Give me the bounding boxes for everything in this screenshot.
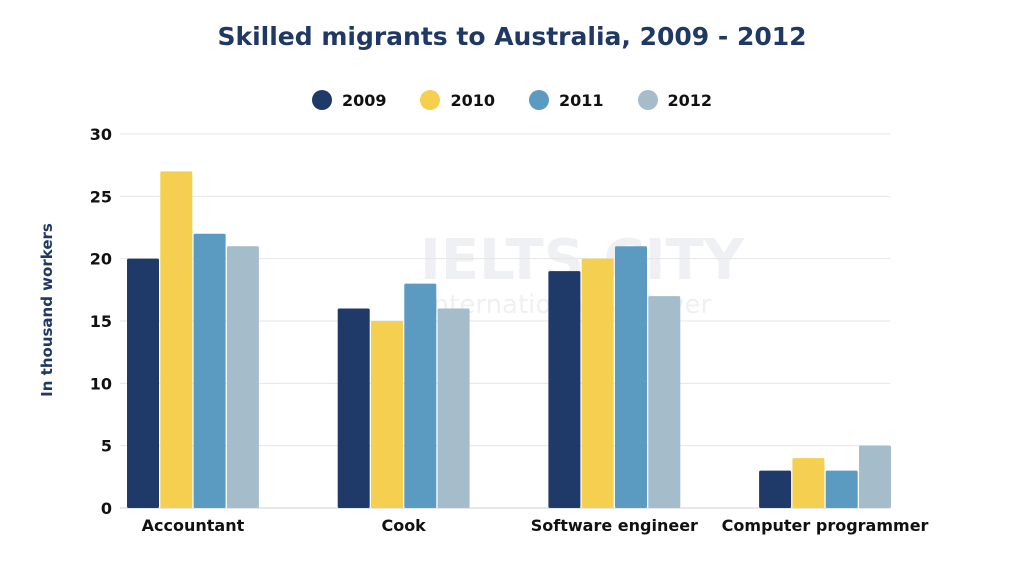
bar-2009-computer-programmer [759,470,792,508]
legend-marker-icon [420,90,441,110]
chart-title: Skilled migrants to Australia, 2009 - 20… [217,22,807,51]
legend-marker-icon [311,90,332,110]
bar-2010-software-engineer [581,258,614,508]
y-tick-label: 20 [90,250,112,269]
legend-item: 2012 [637,90,713,110]
y-tick-label: 10 [90,374,112,393]
y-tick-label: 15 [90,312,112,331]
legend: 2009 2010 2011 2012 [0,90,1024,110]
y-tick-label: 0 [101,499,112,518]
legend-item: 2009 [311,90,387,110]
bar-2009-cook [337,308,370,508]
bar-2009-accountant [127,258,159,508]
legend-item: 2011 [529,90,604,110]
bar-2010-cook [371,321,403,508]
legend-label: 2009 [341,90,387,110]
bar-2011-software-engineer [615,246,647,508]
bar-2011-computer-programmer [825,470,858,508]
legend-item: 2010 [420,90,495,110]
bar-2012-accountant [226,246,259,508]
bar-2012-computer-programmer [859,445,891,508]
y-tick-label: 30 [90,125,112,144]
bar-2009-software-engineer [548,271,581,508]
y-tick-label: 25 [90,187,112,206]
legend-label: 2011 [559,90,604,110]
legend-label: 2010 [450,90,495,110]
x-tick-label: Software engineer [531,516,698,535]
bar-2012-software-engineer [648,296,681,508]
bar-2010-accountant [160,171,193,508]
x-tick-label: Computer programmer [722,516,929,535]
legend-marker-icon [529,90,549,110]
bar-2011-cook [404,283,437,508]
y-tick-label: 5 [101,437,112,456]
bar-2012-cook [437,308,470,508]
legend-label: 2012 [667,90,713,110]
bar-2011-accountant [193,233,226,508]
x-tick-label: Cook [381,516,426,535]
x-tick-label: Accountant [142,516,245,535]
bar-2010-computer-programmer [792,458,825,508]
legend-marker-icon [637,90,658,110]
